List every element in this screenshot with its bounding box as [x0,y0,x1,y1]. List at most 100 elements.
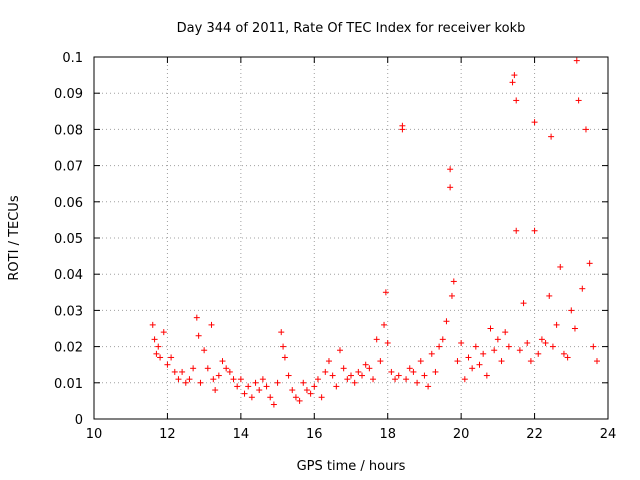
data-point [491,347,498,354]
data-point [157,354,164,361]
y-tick-label: 0.06 [54,196,83,211]
x-axis-label: GPS time / hours [297,459,406,474]
data-point [392,376,399,383]
data-point [524,339,531,346]
y-tick-label: 0.09 [54,87,83,102]
data-point [160,329,167,336]
data-point [336,347,343,354]
y-tick-label: 0.05 [54,232,83,247]
data-point [164,361,171,368]
data-point [226,368,233,375]
y-tick-label: 0.04 [54,268,83,283]
data-point [465,354,472,361]
data-point [549,343,556,350]
data-point [480,350,487,357]
data-point [355,368,362,375]
x-tick-label: 12 [159,427,176,442]
data-point [344,376,351,383]
data-point [516,347,523,354]
data-point [476,361,483,368]
data-point [248,394,255,401]
data-point [483,372,490,379]
data-point [410,368,417,375]
data-point [520,300,527,307]
data-point [190,365,197,372]
data-point [382,289,389,296]
data-point [527,358,534,365]
data-point [175,376,182,383]
y-tick-labels: 0 0.01 0.02 0.03 0.04 0.05 0.06 0.07 0.08 0.09 0.1 [54,51,83,428]
data-point [564,354,571,361]
data-point [201,347,208,354]
data-point [582,126,589,133]
data-point [593,358,600,365]
data-point [590,343,597,350]
y-tick-label: 0 [75,413,83,428]
data-point [195,332,202,339]
data-point [212,387,219,394]
data-point [256,387,263,394]
data-point [168,354,175,361]
data-point [362,361,369,368]
data-point [428,350,435,357]
data-point [223,365,230,372]
data-point [318,394,325,401]
data-point [179,368,186,375]
data-point [531,119,538,126]
data-point [388,368,395,375]
data-point [366,365,373,372]
data-point [548,133,555,140]
data-point [322,368,329,375]
y-tick-label: 0.01 [54,377,83,392]
data-point [513,227,520,234]
data-point [333,383,340,390]
data-point [303,387,310,394]
data-point [280,343,287,350]
data-point [274,379,281,386]
x-tick-labels: 10 12 14 16 18 20 22 24 [86,427,617,442]
plot-frame [93,56,609,420]
data-point [406,365,413,372]
data-point [348,372,354,379]
data-point [498,358,505,365]
data-point [359,372,366,379]
y-tick-label: 0.02 [54,341,83,356]
data-point [215,372,222,379]
x-tick-label: 22 [526,427,543,442]
x-tick-label: 18 [379,427,396,442]
data-point [443,318,450,325]
data-point [234,383,241,390]
data-point [469,365,476,372]
data-point [245,383,252,390]
data-point [395,372,402,379]
data-point [487,325,494,332]
data-point [535,350,542,357]
data-point [325,358,332,365]
data-point [454,358,461,365]
data-point [403,376,410,383]
data-point [458,339,465,346]
data-point [472,343,479,350]
x-tick-label: 16 [306,427,323,442]
data-point [447,166,454,173]
chart-title: Day 344 of 2011, Rate Of TEC Index for r… [177,21,526,36]
data-point [171,368,178,375]
data-point [502,329,509,336]
data-point [553,321,560,328]
data-point [281,354,288,361]
data-point [511,72,518,79]
y-tick-label: 0.08 [54,123,83,138]
data-point [557,263,564,270]
data-point [204,365,211,372]
data-point [381,321,388,328]
data-point [538,336,545,343]
data-point [340,365,347,372]
data-point [267,394,274,401]
data-point [377,358,384,365]
data-point [149,321,156,328]
data-point [560,350,567,357]
data-point [186,376,193,383]
data-point [450,278,457,285]
data-point [384,339,391,346]
data-point [208,321,215,328]
